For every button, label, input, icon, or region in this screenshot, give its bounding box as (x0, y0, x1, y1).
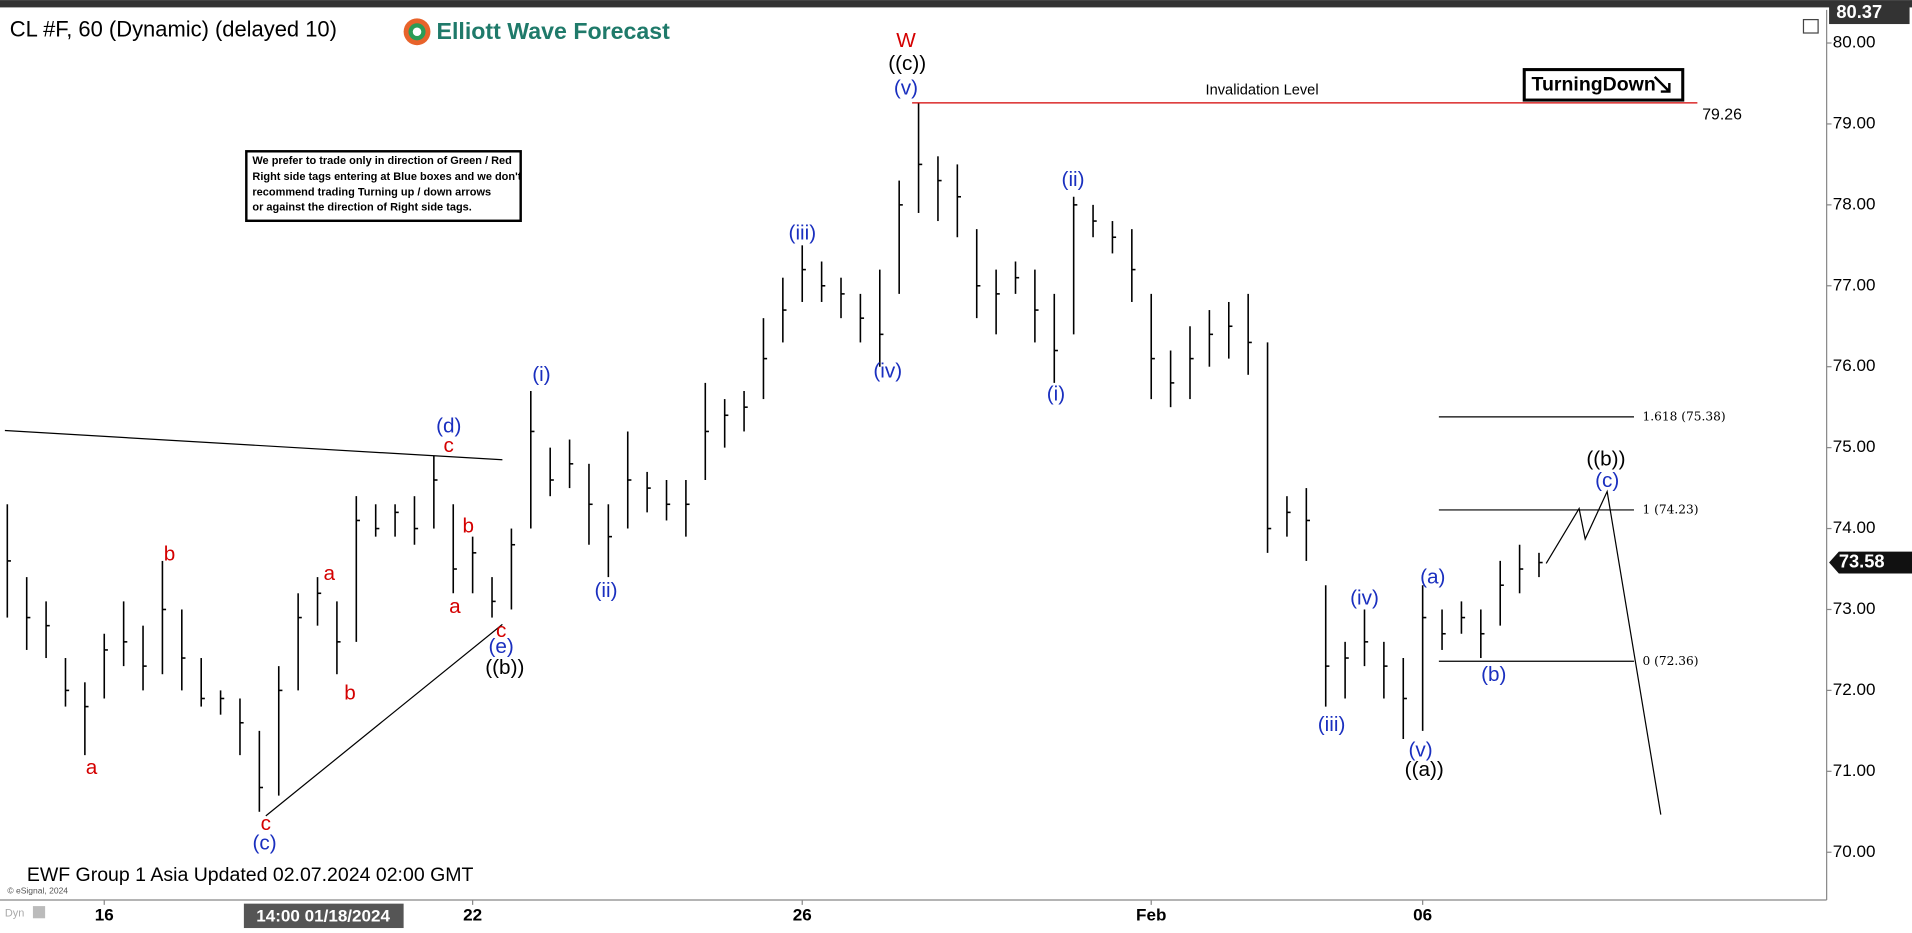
last-price-label: 73.58 (1839, 550, 1885, 571)
wave-label: (e) (489, 635, 514, 658)
y-tick-label: 72.00 (1833, 680, 1876, 699)
wave-label: (iv) (1350, 586, 1379, 609)
last-price-box (1829, 551, 1912, 574)
wave-label: (v) (1409, 739, 1433, 762)
badge-text: TurningDown (1532, 74, 1656, 96)
trend-line (265, 623, 503, 817)
wave-label: (b) (1481, 663, 1506, 686)
crosshair-box (243, 903, 404, 929)
wave-label: (i) (532, 363, 550, 386)
window-icon[interactable] (1802, 18, 1819, 34)
x-tick-label: 22 (463, 905, 482, 924)
fib-label: 1 (74.23) (1643, 502, 1699, 516)
mode-icon[interactable] (32, 906, 46, 919)
wave-label: (ii) (1062, 168, 1085, 191)
projection-path (1545, 489, 1662, 815)
logo-text: Elliott Wave Forecast (437, 18, 671, 44)
x-tick-label: 16 (95, 905, 114, 924)
wave-label: (d) (436, 414, 461, 437)
note-line: or against the direction of Right side t… (252, 201, 471, 213)
y-tick-label: 78.00 (1833, 194, 1876, 213)
invalidation-price: 79.26 (1702, 106, 1742, 123)
wave-label: ((a)) (1405, 758, 1444, 781)
wave-label: a (86, 756, 98, 779)
wave-label: (i) (1047, 383, 1065, 406)
wave-label: a (449, 595, 461, 618)
note-line: We prefer to trade only in direction of … (252, 155, 511, 167)
trend-line (4, 429, 503, 461)
wave-label: b (164, 542, 176, 565)
wave-label: b (462, 514, 474, 537)
wave-label: (v) (894, 77, 918, 100)
x-tick-label: 26 (793, 905, 812, 924)
y-tick-label: 76.00 (1833, 356, 1876, 375)
y-tick-label: 77.00 (1833, 275, 1876, 294)
y-tick-label: 79.00 (1833, 113, 1876, 132)
copyright: © eSignal, 2024 (7, 886, 68, 896)
logo: Elliott Wave Forecast (403, 18, 671, 46)
wave-label: ((c)) (888, 52, 926, 75)
top-border (0, 0, 1912, 8)
y-tick-label: 73.00 (1833, 599, 1876, 618)
wave-label: c (496, 619, 506, 642)
wave-label: c (261, 812, 271, 835)
wave-label: (a) (1420, 566, 1445, 589)
wave-label: c (444, 434, 454, 457)
crosshair-label: 14:00 01/18/2024 (256, 907, 390, 926)
wave-label: (iii) (789, 222, 817, 245)
note-line: recommend trading Turning up / down arro… (252, 187, 491, 199)
x-tick-label: 06 (1413, 905, 1432, 924)
badge-box (1522, 68, 1685, 102)
y-tick-label: 80.00 (1833, 33, 1876, 52)
x-tick-label: Feb (1136, 905, 1166, 924)
wave-label: (ii) (595, 579, 618, 602)
wave-label: (c) (253, 831, 277, 854)
invalidation-label: Invalidation Level (1206, 83, 1319, 99)
wave-label: (iv) (873, 359, 902, 382)
y-tick-label: 74.00 (1833, 518, 1876, 537)
y-tick-label: 70.00 (1833, 842, 1876, 861)
logo-icon (412, 27, 422, 37)
y-tick-label: 71.00 (1833, 761, 1876, 780)
fib-label: 0 (72.36) (1643, 654, 1699, 668)
wave-label: ((b)) (485, 656, 524, 679)
wave-label: (c) (1595, 469, 1619, 492)
badge-arrow (1653, 76, 1671, 93)
wave-label: b (344, 681, 356, 704)
mode-label: Dyn (5, 907, 25, 919)
wave-label: a (323, 562, 335, 585)
fib-label: 1.618 (75.38) (1643, 409, 1726, 423)
top-price-label: 80.37 (1836, 1, 1882, 22)
note-box (245, 150, 522, 223)
top-price-box (1829, 2, 1910, 25)
chart-title: CL #F, 60 (Dynamic) (delayed 10) (10, 16, 337, 41)
y-tick-label: 75.00 (1833, 437, 1876, 456)
wave-label: (iii) (1318, 713, 1346, 736)
note-line: Right side tags entering at Blue boxes a… (252, 171, 521, 183)
wave-label: W (896, 29, 916, 52)
footer: EWF Group 1 Asia Updated 02.07.2024 02:0… (27, 864, 474, 886)
wave-label: ((b)) (1586, 447, 1625, 470)
